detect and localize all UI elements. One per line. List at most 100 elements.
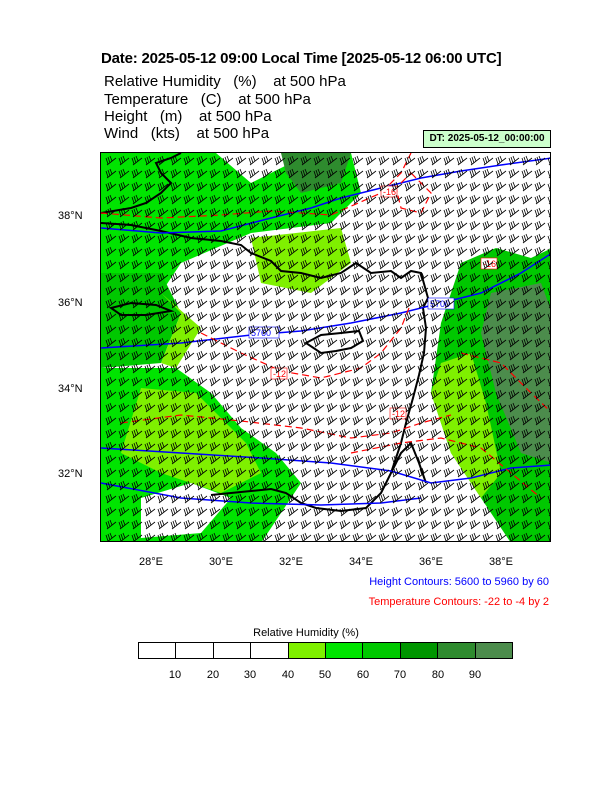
wind-barb xyxy=(183,402,195,413)
wind-barb xyxy=(508,350,520,361)
wind-barb xyxy=(430,415,442,426)
wind-barb xyxy=(118,389,130,400)
wind-barb xyxy=(157,233,169,244)
wind-barb xyxy=(300,168,312,179)
wind-barb xyxy=(456,324,468,335)
wind-barb xyxy=(482,480,494,491)
wind-barb xyxy=(521,233,533,244)
wind-barb xyxy=(131,207,143,218)
wind-barb xyxy=(105,220,117,231)
wind-barb xyxy=(456,272,468,283)
wind-barb xyxy=(105,532,117,541)
wind-barb xyxy=(222,441,234,452)
wind-barb xyxy=(339,324,351,335)
wind-barb xyxy=(287,311,299,322)
wind-barb xyxy=(417,506,429,517)
wind-barb xyxy=(339,519,351,530)
wind-barb xyxy=(352,389,364,400)
wind-barb xyxy=(456,493,468,504)
wind-barb xyxy=(365,194,377,205)
wind-barb xyxy=(508,311,520,322)
wind-barb xyxy=(521,350,533,361)
wind-barb xyxy=(144,233,156,244)
wind-barb xyxy=(534,259,546,270)
wind-barb xyxy=(339,168,351,179)
wind-barb xyxy=(326,233,338,244)
wind-barb xyxy=(352,259,364,270)
wind-barb xyxy=(482,220,494,231)
wind-barb xyxy=(404,181,416,192)
wind-barb xyxy=(313,467,325,478)
longitude-label: 32°E xyxy=(279,556,303,568)
wind-barb xyxy=(209,246,221,257)
wind-barb xyxy=(365,337,377,348)
wind-barb xyxy=(339,506,351,517)
wind-barb xyxy=(417,324,429,335)
colorbar-segment xyxy=(438,643,476,658)
wind-barb xyxy=(547,313,550,322)
wind-barb xyxy=(508,441,520,452)
wind-barb xyxy=(235,506,247,517)
wind-barb xyxy=(495,519,507,530)
wind-barb xyxy=(508,155,520,166)
colorbar xyxy=(138,642,513,659)
wind-barb xyxy=(183,194,195,205)
wind-barb xyxy=(222,428,234,439)
wind-barb xyxy=(131,324,143,335)
wind-barb xyxy=(300,272,312,283)
wind-barb xyxy=(274,155,286,166)
wind-barb xyxy=(131,285,143,296)
wind-barb xyxy=(521,467,533,478)
wind-barb xyxy=(339,246,351,257)
wind-barb xyxy=(365,519,377,530)
wind-barb xyxy=(274,532,286,541)
wind-barb xyxy=(547,274,550,283)
humidity-area-southwest-light xyxy=(121,388,261,493)
wind-barb xyxy=(196,480,208,491)
wind-barb xyxy=(170,467,182,478)
wind-barb xyxy=(248,506,260,517)
coastline-crete xyxy=(108,301,175,316)
wind-barb xyxy=(183,454,195,465)
wind-barb xyxy=(365,311,377,322)
wind-barb xyxy=(534,519,546,530)
wind-barb xyxy=(365,402,377,413)
temperature-contour-label: -12 xyxy=(392,409,405,419)
wind-barb xyxy=(547,300,550,309)
wind-barb xyxy=(209,493,221,504)
wind-barb xyxy=(391,272,403,283)
wind-barb xyxy=(105,168,117,179)
wind-barb xyxy=(313,402,325,413)
wind-barb xyxy=(222,324,234,335)
wind-barb xyxy=(456,337,468,348)
wind-barb xyxy=(430,454,442,465)
wind-barb xyxy=(404,441,416,452)
wind-barb xyxy=(378,285,390,296)
wind-barb xyxy=(547,482,550,491)
wind-barb xyxy=(157,350,169,361)
map-panel[interactable]: 5760 5700 -16 -12 -12 -16 xyxy=(100,152,551,542)
wind-barb xyxy=(534,363,546,374)
wind-barb xyxy=(547,352,550,361)
wind-barb xyxy=(235,155,247,166)
wind-barb xyxy=(261,324,273,335)
wind-barb xyxy=(261,246,273,257)
wind-barb xyxy=(456,259,468,270)
wind-barb xyxy=(313,532,325,541)
wind-barb xyxy=(131,168,143,179)
wind-barb xyxy=(235,168,247,179)
wind-barb xyxy=(365,454,377,465)
wind-barb xyxy=(144,493,156,504)
wind-barb xyxy=(287,376,299,387)
wind-barb xyxy=(547,261,550,270)
wind-barb xyxy=(235,207,247,218)
wind-barb xyxy=(534,285,546,296)
wind-barb xyxy=(274,402,286,413)
wind-barb xyxy=(144,155,156,166)
wind-barb xyxy=(404,519,416,530)
wind-barb xyxy=(248,246,260,257)
wind-barb xyxy=(313,454,325,465)
wind-barb xyxy=(131,181,143,192)
wind-barb xyxy=(248,480,260,491)
wind-barb xyxy=(196,337,208,348)
